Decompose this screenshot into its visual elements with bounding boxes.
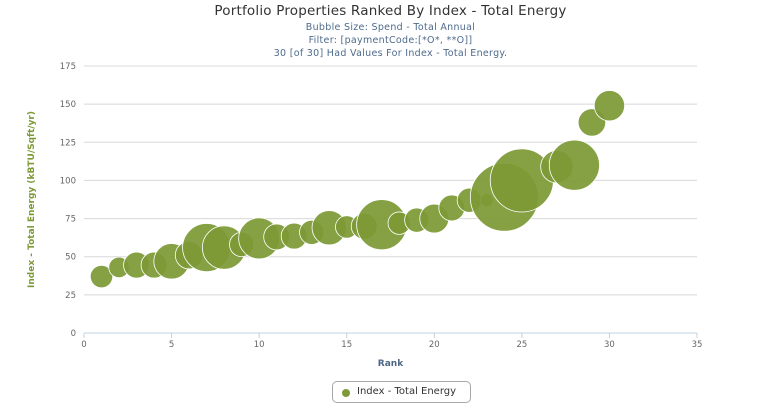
x-tick-label: 35 bbox=[692, 340, 703, 350]
y-tick-label: 75 bbox=[65, 215, 76, 225]
chart-title: Portfolio Properties Ranked By Index - T… bbox=[214, 3, 567, 19]
y-tick-label: 0 bbox=[71, 329, 76, 339]
x-tick-label: 30 bbox=[604, 340, 615, 350]
y-tick-label: 150 bbox=[60, 100, 76, 110]
x-tick-label: 25 bbox=[516, 340, 527, 350]
bubble-point bbox=[548, 139, 600, 191]
x-tick-label: 20 bbox=[429, 340, 440, 350]
chart-subtitle-bubble-size: Bubble Size: Spend - Total Annual bbox=[305, 22, 476, 33]
chart-subtitle-filter: Filter: [paymentCode:[*O*, **O]] bbox=[308, 35, 473, 46]
y-tick-label: 25 bbox=[65, 291, 76, 301]
x-tick-label: 5 bbox=[169, 340, 174, 350]
legend[interactable]: Index - Total Energy bbox=[332, 381, 471, 403]
y-tick-label: 175 bbox=[60, 62, 76, 72]
x-axis-title: Rank bbox=[378, 359, 404, 369]
x-tick-label: 15 bbox=[341, 340, 352, 350]
chart-subtitle-count: 30 [of 30] Had Values For Index - Total … bbox=[273, 48, 508, 59]
bubble-point bbox=[89, 264, 114, 289]
x-tick-label: 10 bbox=[254, 340, 265, 350]
y-tick-label: 100 bbox=[60, 176, 76, 186]
legend-marker bbox=[342, 389, 350, 397]
y-tick-label: 50 bbox=[65, 253, 76, 263]
bubble-point bbox=[593, 90, 626, 122]
y-axis-title: Index - Total Energy (kBTU/Sqft/yr) bbox=[27, 111, 37, 288]
legend-label: Index - Total Energy bbox=[357, 386, 457, 397]
x-tick-label: 0 bbox=[81, 340, 86, 350]
y-tick-label: 125 bbox=[60, 138, 76, 148]
